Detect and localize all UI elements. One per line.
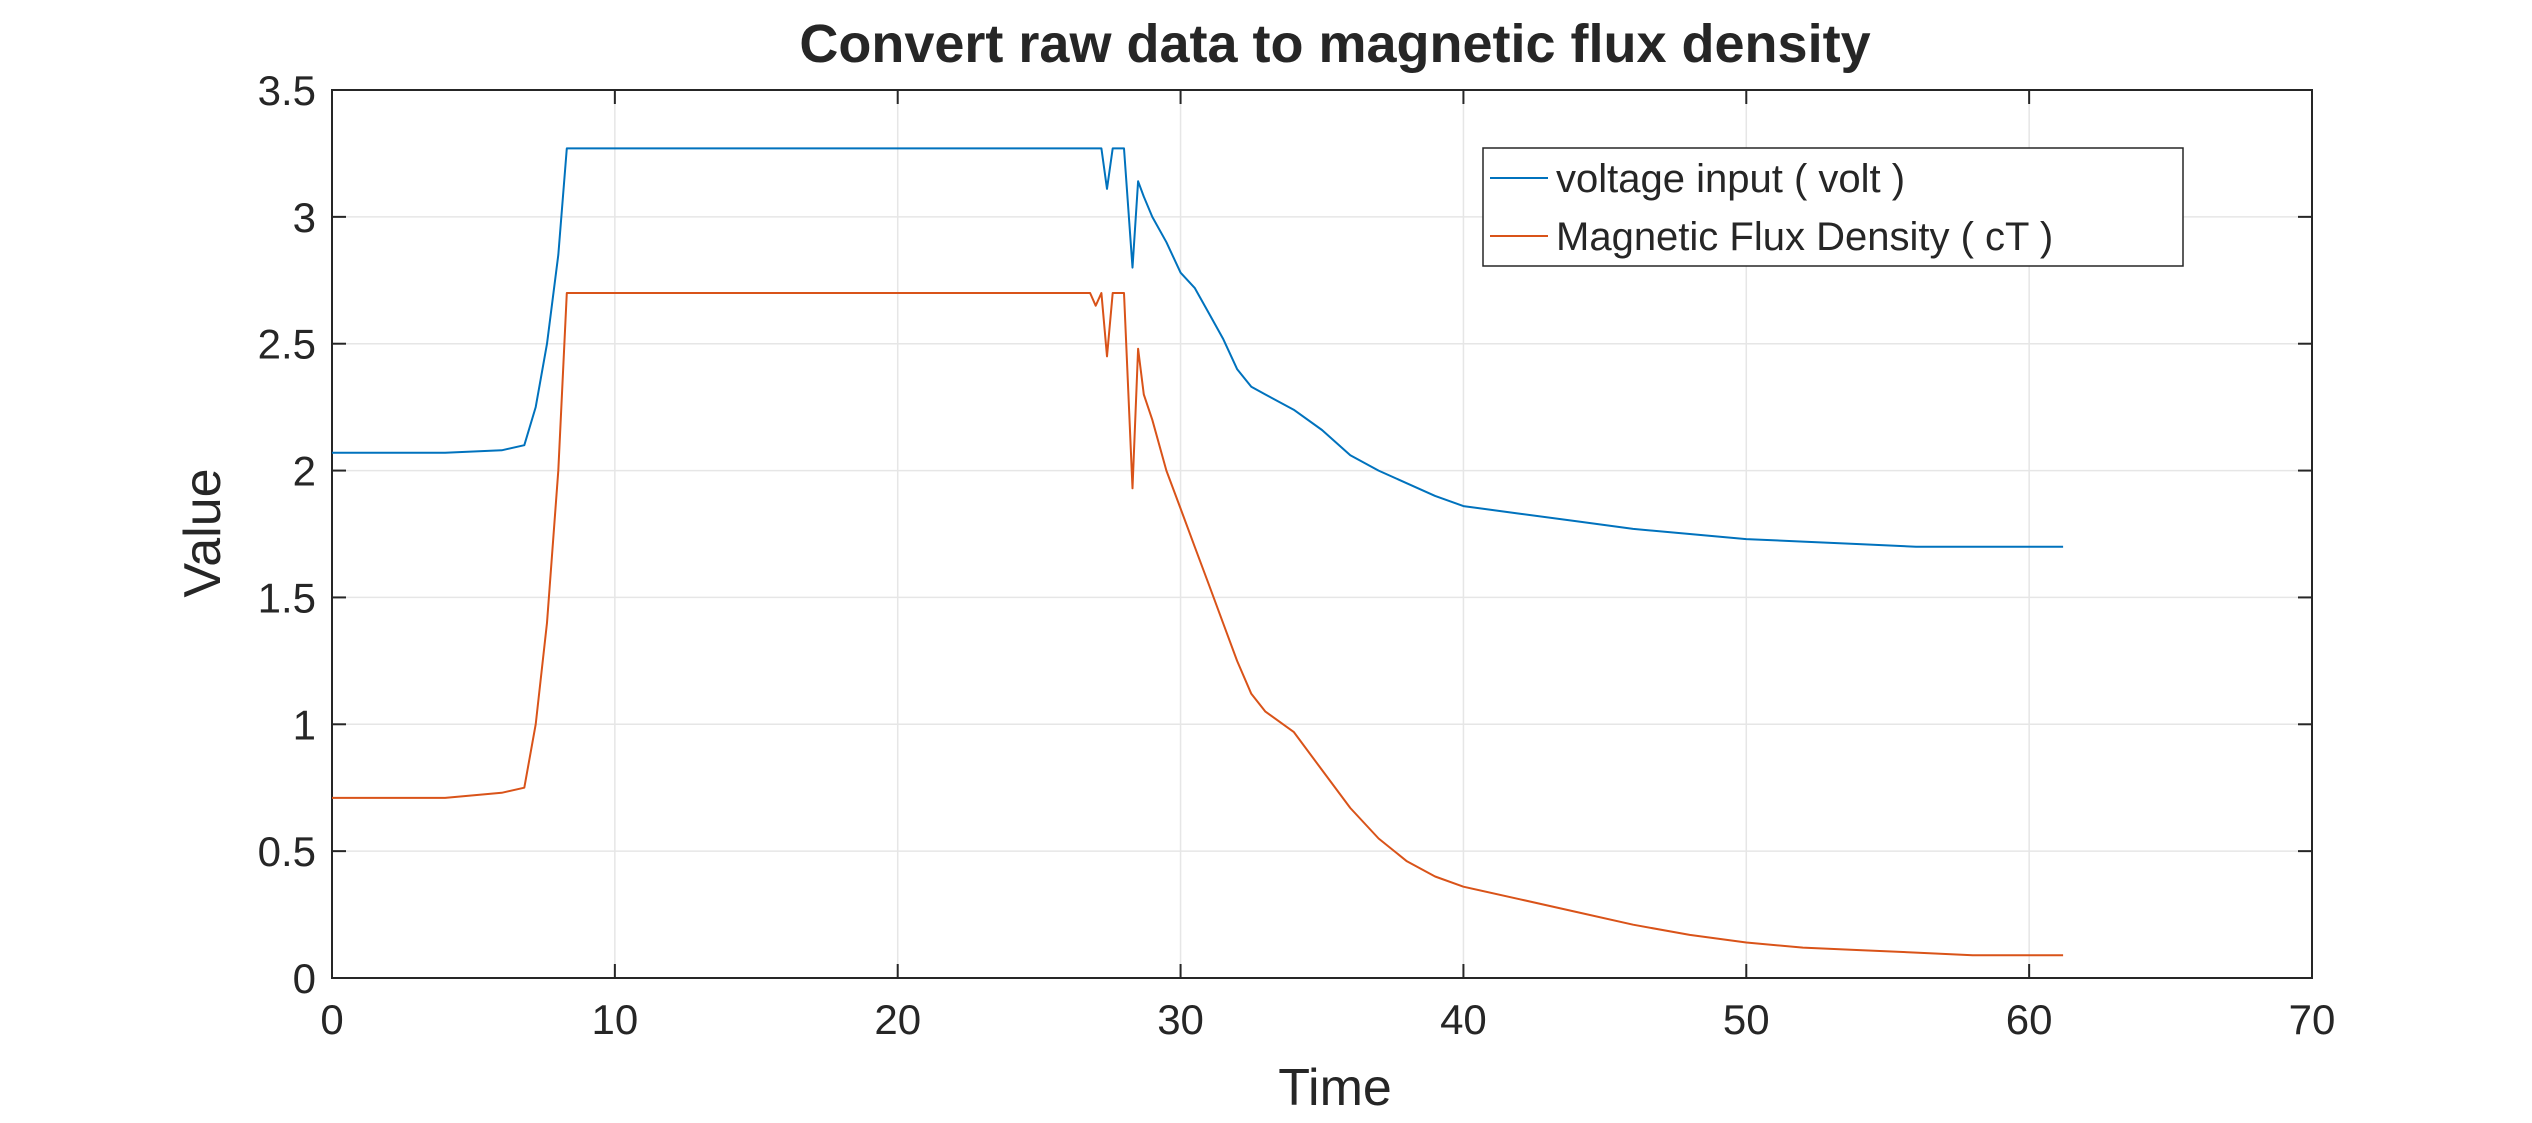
legend-box — [1482, 147, 2184, 267]
series-layer — [332, 147, 2064, 957]
y-tick-label: 2 — [293, 448, 316, 495]
x-tick-label: 0 — [320, 996, 343, 1043]
series-line-1 — [332, 292, 2064, 957]
x-tick-label: 40 — [1440, 996, 1487, 1043]
y-axis-label: Value — [174, 468, 232, 597]
x-tick-label: 30 — [1157, 996, 1204, 1043]
x-tick-label: 60 — [2006, 996, 2053, 1043]
y-tick-label: 2.5 — [258, 321, 316, 368]
y-tick-label: 3.5 — [258, 67, 316, 114]
y-tick-label: 3 — [293, 194, 316, 241]
x-axis-label: Time — [1278, 1059, 1392, 1117]
y-tick-label: 1 — [293, 701, 316, 748]
legend-entry-voltage: voltage input ( volt ) — [1556, 157, 1905, 201]
plot-area — [331, 89, 2313, 979]
y-tick-label: 0.5 — [258, 828, 316, 875]
y-tick-label: 0 — [293, 955, 316, 1002]
series-line-0 — [332, 147, 2064, 548]
y-tick-label: 1.5 — [258, 574, 316, 621]
chart-title: Convert raw data to magnetic flux densit… — [799, 14, 1870, 74]
legend-entry-flux: Magnetic Flux Density ( cT ) — [1556, 215, 2053, 259]
x-tick-label: 50 — [1723, 996, 1770, 1043]
legend: voltage input ( volt ) Magnetic Flux Den… — [1482, 147, 2184, 267]
tick-layer: 0 10 20 30 40 50 60 70 0 0.5 1 1.5 2 2.5 3 3.5 — [258, 67, 2336, 1043]
x-tick-label: 20 — [874, 996, 921, 1043]
x-tick-label: 70 — [2289, 996, 2336, 1043]
x-tick-label: 10 — [591, 996, 638, 1043]
